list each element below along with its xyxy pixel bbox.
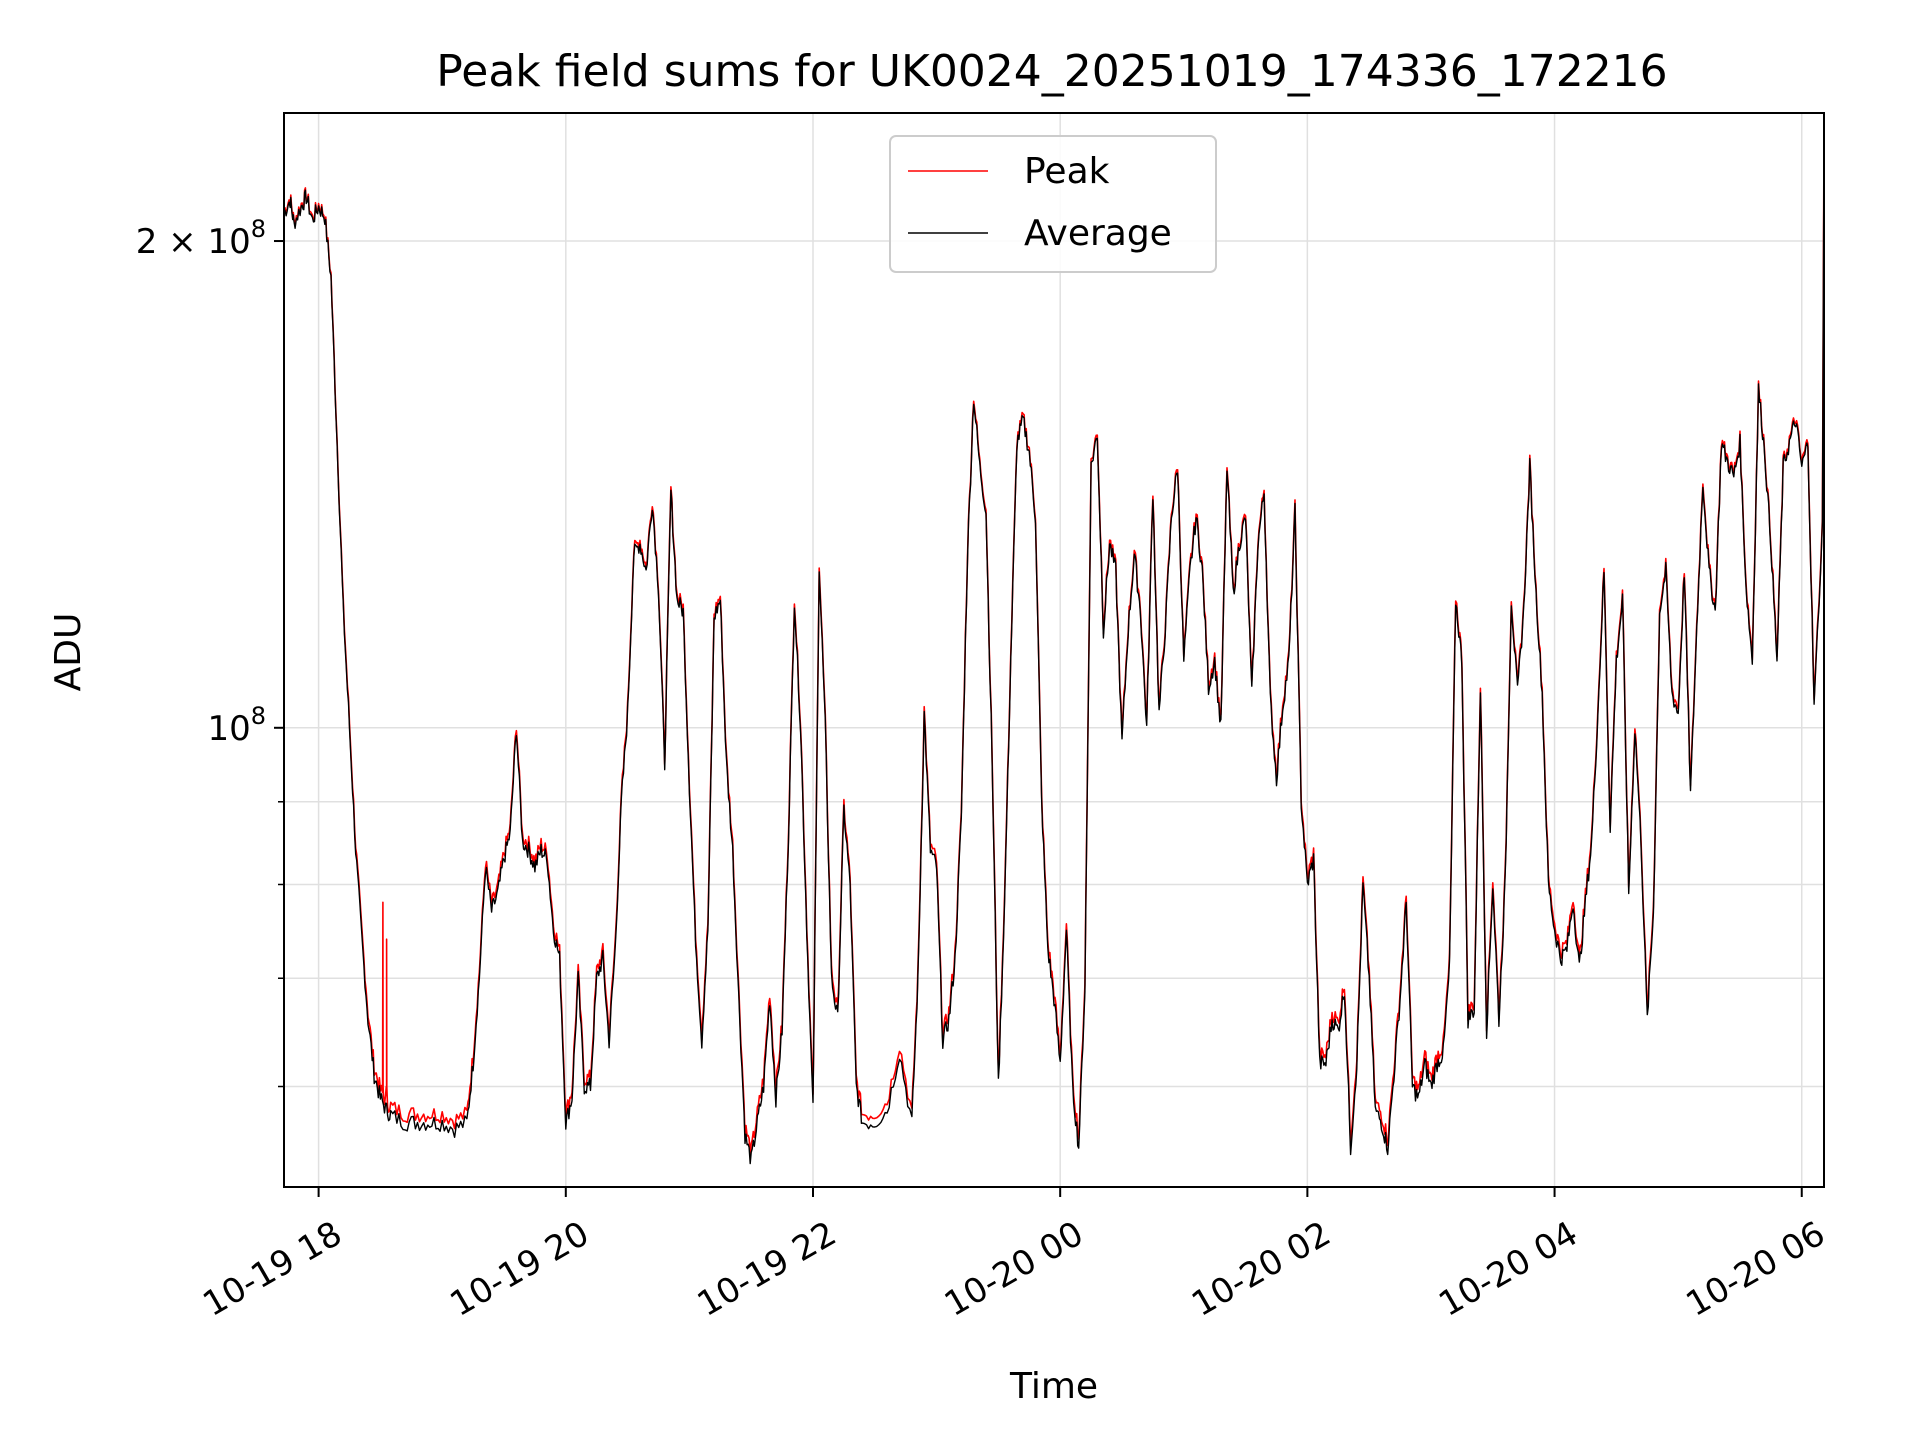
series-layer [284,134,1824,1165]
legend: Peak Average [889,135,1217,273]
y-tick-label: 2 × 108 [136,215,266,262]
y-axis: 108 2 × 108 [136,215,284,1088]
chart-title: Peak field sums for UK0024_20251019_1743… [436,46,1667,97]
y-tick-label: 108 [207,702,266,749]
legend-label-peak: Peak [1024,151,1110,192]
plot-frame [283,112,1825,1188]
grid [284,113,1824,1187]
series-line-average [284,136,1824,1165]
y-axis-label: ADU [48,613,89,692]
legend-label-average: Average [1024,213,1172,254]
x-axis-label: Time [1009,1366,1098,1407]
legend-box [889,135,1217,273]
